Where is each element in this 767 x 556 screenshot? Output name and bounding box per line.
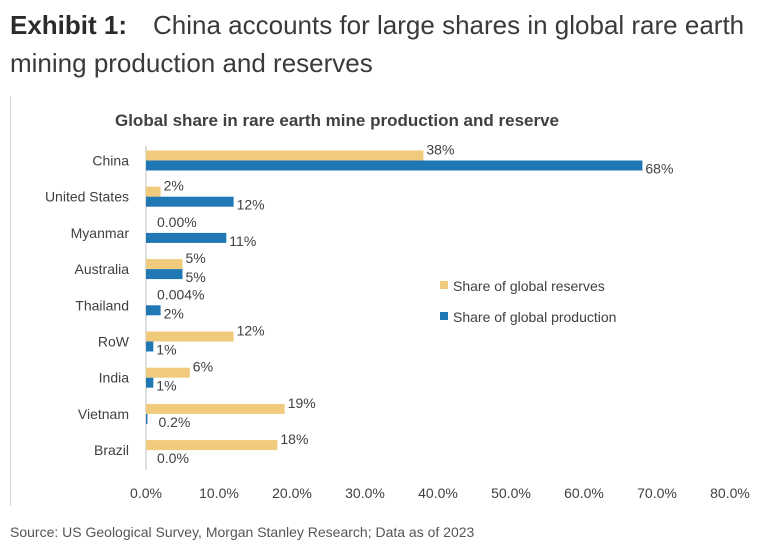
category-label-thailand: Thailand [75,297,129,313]
x-tick-label-1: 10.0% [199,485,239,501]
data-label-production-row: 1% [156,342,176,358]
bar-production-united-states [146,196,234,207]
x-tick-label-6: 60.0% [564,485,604,501]
data-label-production-thailand: 2% [164,305,184,321]
chart-frame-line [10,96,11,506]
bar-reserves-australia [146,259,183,270]
data-label-production-china: 68% [645,161,673,177]
x-tick-label-3: 30.0% [345,485,385,501]
category-label-myanmar: Myanmar [71,225,130,241]
data-label-reserves-vietnam: 19% [288,395,316,411]
data-label-production-myanmar: 11% [229,233,256,249]
bar-reserves-india [146,367,190,378]
data-label-production-brazil: 0.0% [157,450,189,466]
x-tick-label-2: 20.0% [272,485,312,501]
x-tick-label-7: 70.0% [637,485,677,501]
data-label-reserves-united-states: 2% [164,178,184,194]
data-label-production-australia: 5% [186,269,206,285]
legend-swatch-production [440,312,448,320]
exhibit-heading: Exhibit 1: China accounts for large share… [10,6,760,82]
x-tick-label-5: 50.0% [491,485,531,501]
category-label-vietnam: Vietnam [78,406,129,422]
category-label-australia: Australia [75,261,130,277]
bar-production-china [146,160,643,171]
data-label-reserves-thailand: 0.004% [157,286,204,302]
category-label-row: RoW [98,334,130,350]
legend-swatch-reserves [440,281,448,289]
bar-reserves-china [146,150,424,161]
source-note: Source: US Geological Survey, Morgan Sta… [10,524,475,540]
bar-production-australia [146,269,183,280]
legend-label-production: Share of global production [453,309,616,325]
data-label-production-india: 1% [156,378,176,394]
bar-production-row [146,341,154,352]
data-label-reserves-india: 6% [193,359,213,375]
data-label-reserves-row: 12% [237,323,265,339]
exhibit-title: China accounts for large shares in globa… [10,10,745,78]
exhibit-label: Exhibit 1: [10,10,128,40]
x-tick-label-0: 0.0% [130,485,162,501]
category-label-brazil: Brazil [94,442,129,458]
chart-title: Global share in rare earth mine producti… [115,111,559,130]
bar-reserves-united-states [146,186,161,197]
legend-label-reserves: Share of global reserves [453,278,605,294]
category-label-united-states: United States [45,189,129,205]
bar-production-myanmar [146,232,227,243]
data-label-reserves-china: 38% [426,142,454,158]
data-label-reserves-brazil: 18% [280,431,308,447]
bar-reserves-brazil [146,440,278,451]
bar-reserves-vietnam [146,403,285,414]
x-tick-label-8: 80.0% [710,485,750,501]
data-label-production-vietnam: 0.2% [158,414,190,430]
data-label-production-united-states: 12% [237,197,265,213]
category-label-india: India [99,370,130,386]
data-label-reserves-australia: 5% [186,250,206,266]
bar-reserves-row [146,331,234,342]
bar-production-india [146,377,154,388]
bar-production-thailand [146,305,161,316]
x-tick-label-4: 40.0% [418,485,458,501]
rare-earth-chart: Global share in rare earth mine producti… [45,111,750,501]
bar-production-vietnam [146,413,148,424]
data-label-reserves-myanmar: 0.00% [157,214,197,230]
category-label-china: China [92,153,129,169]
